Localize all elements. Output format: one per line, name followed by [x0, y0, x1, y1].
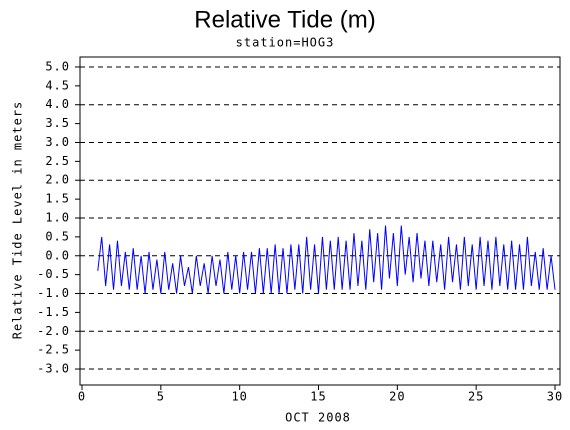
y-tick-label: 2.0	[45, 173, 70, 187]
y-tick-label: -2.0	[37, 324, 70, 338]
x-tick-label: 15	[310, 390, 326, 404]
y-tick-label: 4.5	[45, 78, 70, 92]
y-tick-label: 1.5	[45, 192, 70, 206]
y-tick-label: 5.0	[45, 59, 70, 73]
tide-line	[97, 225, 556, 294]
y-tick-label: -1.5	[37, 305, 70, 319]
x-tick-label: 25	[468, 390, 484, 404]
y-tick-label: 4.0	[45, 97, 70, 111]
plot-frame	[79, 56, 561, 386]
x-tick-label: 10	[231, 390, 247, 404]
x-tick-label: 5	[157, 390, 165, 404]
y-tick-label: -1.0	[37, 286, 70, 300]
y-axis-label: Relative Tide Level in meters	[11, 101, 25, 340]
y-tick-label: 3.5	[45, 116, 70, 130]
chart-title: Relative Tide (m)	[194, 6, 375, 33]
y-tick-label: 1.0	[45, 211, 70, 225]
chart-subtitle: station=HOG3	[236, 36, 335, 50]
y-tick-label: 2.5	[45, 154, 70, 168]
y-tick-label: 0.5	[45, 229, 70, 243]
y-tick-label: -0.5	[37, 267, 70, 281]
x-axis-label: OCT 2008	[285, 411, 351, 425]
y-tick-label: -2.5	[37, 343, 70, 357]
x-tick-label: 0	[78, 390, 86, 404]
y-tick-label: 3.0	[45, 135, 70, 149]
y-tick-label: -3.0	[37, 362, 70, 376]
x-tick-label: 30	[547, 390, 563, 404]
y-tick-label: 0.0	[45, 248, 70, 262]
x-tick-label: 20	[389, 390, 405, 404]
